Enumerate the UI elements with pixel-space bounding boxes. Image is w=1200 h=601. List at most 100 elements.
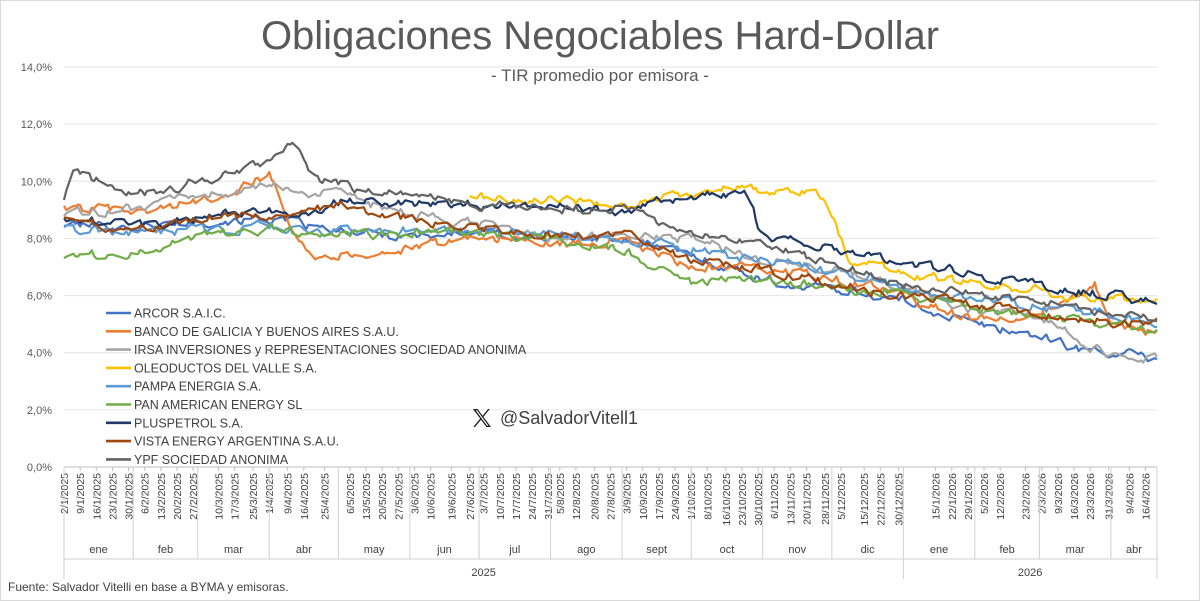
x-tick-label: 20/2/2025 (172, 473, 184, 520)
legend-label: VISTA ENERGY ARGENTINA S.A.U. (134, 435, 339, 449)
x-tick-label: 13/2/2025 (156, 473, 168, 520)
x-tick-label: 9/4/2026 (1124, 473, 1136, 514)
month-label: jul (508, 544, 520, 556)
series-line (63, 189, 1158, 305)
x-tick-label: 15/1/2026 (931, 473, 943, 520)
month-label: dic (861, 544, 876, 556)
legend-label: ARCOR S.A.I.C. (134, 307, 226, 321)
legend: ARCOR S.A.I.C. BANCO DE GALICIA Y BUENOS … (106, 307, 527, 467)
x-tick-label: 16/1/2025 (91, 473, 103, 520)
series-line (63, 219, 1158, 329)
x-tick-label: 9/3/2026 (1053, 473, 1065, 514)
x-tick-label: 13/11/2025 (785, 473, 797, 525)
y-tick-label: 6,0% (27, 291, 52, 303)
y-tick-label: 8,0% (27, 233, 52, 245)
x-tick-label: 2/1/2025 (59, 473, 71, 514)
x-tick-label: 3/6/2025 (409, 473, 421, 514)
x-tick-label: 5/2/2026 (979, 473, 991, 514)
legend-label: BANCO DE GALICIA Y BUENOS AIRES S.A.U. (134, 325, 399, 339)
x-tick-label: 16/10/2025 (721, 473, 733, 526)
watermark-handle: @SalvadorVitell1 (500, 407, 639, 428)
y-tick-label: 10,0% (21, 176, 52, 188)
month-label: oct (720, 544, 735, 556)
axes: 0,0% 2,0% 4,0% 6,0% 8,0% 10,0% 12,0% 14,0% 2/1/2… (21, 62, 1158, 579)
series-line (469, 183, 1158, 304)
x-tick-label: 17/3/2025 (230, 473, 242, 520)
x-tick-label: 8/10/2025 (702, 473, 714, 520)
x-tick-label: 1/10/2025 (686, 473, 698, 520)
series-line (63, 200, 1158, 329)
x-tick-label: 5/12/2025 (836, 473, 848, 520)
x-tick-label: 20/11/2025 (802, 473, 814, 525)
x-tick-label: 3/9/2025 (622, 473, 634, 514)
x-tick-label: 31/7/2025 (543, 473, 555, 520)
x-tick-label: 10/9/2025 (638, 473, 650, 520)
legend-label: IRSA INVERSIONES y REPRESENTACIONES SOCI… (134, 343, 527, 357)
month-label: ago (577, 544, 595, 556)
x-tick-label: 23/2/2026 (1021, 473, 1033, 520)
month-label: abr (1126, 544, 1142, 556)
year-label: 2026 (1018, 567, 1042, 579)
x-tick-label: 5/8/2025 (555, 473, 567, 514)
x-tick-label: 25/4/2025 (320, 473, 332, 520)
x-tick-label: 29/1/2026 (963, 473, 975, 520)
x-tick-label: 1/4/2025 (264, 473, 276, 514)
chart-subtitle: - TIR promedio por emisora - (491, 66, 709, 85)
x-tick-label: 12/8/2025 (571, 473, 583, 520)
x-tick-label: 15/12/2025 (859, 473, 871, 526)
x-tick-label: 6/5/2025 (345, 473, 357, 514)
month-label: mar (1066, 544, 1085, 556)
month-label: ene (930, 544, 948, 556)
x-logo-icon (473, 409, 491, 427)
x-tick-label: 27/8/2025 (606, 473, 618, 520)
month-label: may (364, 544, 385, 556)
x-tick-label: 30/12/2025 (894, 473, 906, 526)
legend-label: PAMPA ENERGIA S.A. (134, 380, 261, 394)
x-tick-label: 12/2/2026 (995, 473, 1007, 520)
x-tick-label: 30/1/2025 (124, 473, 136, 520)
x-tick-label: 31/3/2026 (1104, 473, 1116, 520)
x-tick-label: 25/3/2025 (248, 473, 260, 520)
series-line (62, 141, 1158, 323)
month-label: feb (158, 544, 173, 556)
legend-label: PAN AMERICAN ENERGY SL (134, 398, 302, 412)
series-lines (62, 141, 1158, 364)
x-tick-label: 24/9/2025 (670, 473, 682, 520)
x-tick-label: 6/2/2025 (140, 473, 152, 514)
month-label: mar (224, 544, 243, 556)
month-label: sept (646, 544, 667, 556)
x-tick-label: 9/4/2025 (283, 473, 295, 514)
x-tick-label: 10/3/2025 (213, 473, 225, 520)
x-tick-label: 20/5/2025 (377, 473, 389, 520)
x-tick-label: 17/9/2025 (654, 473, 666, 520)
watermark: @SalvadorVitell1 (470, 406, 638, 430)
x-tick-label: 2/3/2026 (1037, 473, 1049, 514)
x-tick-label: 28/11/2025 (820, 473, 832, 525)
chart-title: Obligaciones Negociables Hard-Dollar (260, 14, 940, 58)
x-tick-label: 10/6/2025 (426, 473, 438, 520)
y-tick-label: 2,0% (27, 405, 52, 417)
y-tick-label: 14,0% (21, 62, 52, 74)
x-tick-label: 3/7/2025 (479, 473, 491, 514)
x-tick-label: 16/3/2026 (1069, 473, 1081, 520)
legend-label: YPF SOCIEDAD ANONIMA (134, 453, 289, 467)
x-tick-label: 23/3/2026 (1085, 473, 1097, 520)
y-tick-label: 0,0% (27, 462, 52, 474)
x-tick-label: 6/11/2025 (769, 473, 781, 519)
x-tick-label: 22/12/2025 (875, 473, 887, 526)
legend-label: OLEODUCTOS DEL VALLE S.A. (134, 361, 317, 375)
x-tick-label: 22/1/2026 (947, 473, 959, 520)
x-tick-label: 30/10/2025 (753, 473, 765, 526)
x-tick-label: 27/6/2025 (465, 473, 477, 520)
x-tick-label: 27/2/2025 (188, 473, 200, 520)
x-tick-label: 10/7/2025 (495, 473, 507, 520)
month-label: ene (89, 544, 107, 556)
y-tick-label: 4,0% (27, 348, 52, 360)
month-label: nov (788, 544, 806, 556)
x-tick-label: 27/5/2025 (393, 473, 405, 520)
x-tick-label: 23/10/2025 (737, 473, 749, 526)
month-label: feb (999, 544, 1014, 556)
x-tick-label: 16/4/2026 (1140, 473, 1152, 520)
